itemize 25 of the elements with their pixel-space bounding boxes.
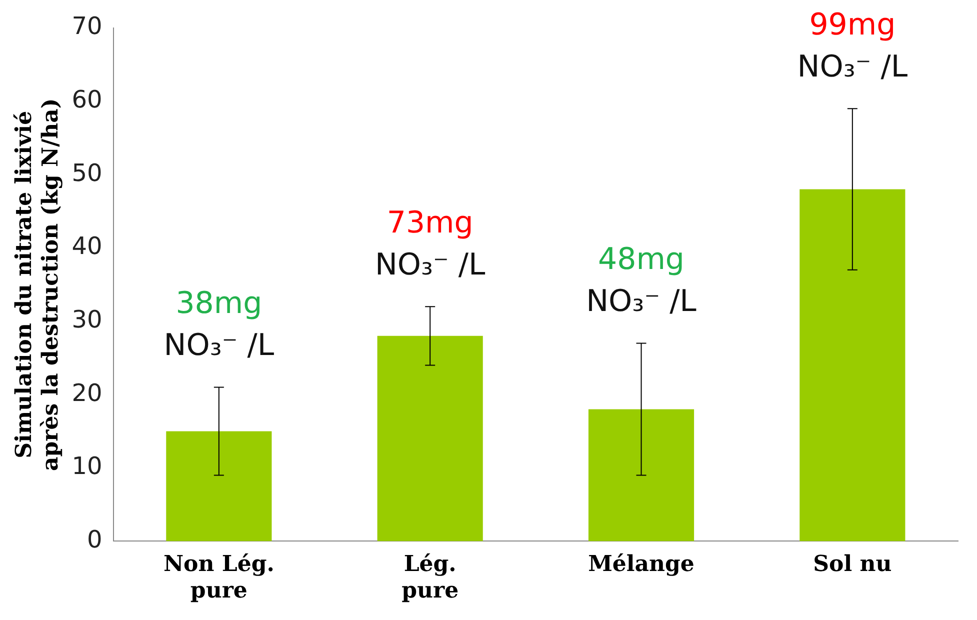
x-tick-label: Sol nu [813,551,892,578]
annotation: NO₃⁻ /L [586,284,697,320]
bar [377,336,483,542]
bar [166,431,272,542]
y-tick-label: 10 [72,452,102,480]
bar [800,189,906,542]
y-axis-title: Simulation du nitrate lixivié après la destruction (kg N/ha) [10,98,64,471]
y-tick-label: 70 [72,12,102,40]
annotation: NO₃⁻ /L [797,49,908,84]
annotation: NO₃⁻ /L [374,247,486,282]
y-tick-label: 40 [72,232,102,260]
annotation: 99mg [809,7,896,42]
annotation: 48mg [598,242,684,278]
y-tick-label: 30 [72,305,102,334]
x-tick-label: Lég. pure [402,551,459,604]
bar [588,409,694,542]
annotation: 38mg [176,286,262,322]
y-tick-label: 60 [72,86,102,114]
y-tick-label: 20 [72,378,102,407]
x-tick-label: Non Lég. pure [163,551,274,604]
y-tick-label: 50 [72,158,102,187]
y-tick-label: 0 [87,525,102,554]
annotation: NO₃⁻ /L [164,328,274,364]
annotation: 73mg [386,205,474,240]
x-tick-label: Mélange [588,551,694,578]
